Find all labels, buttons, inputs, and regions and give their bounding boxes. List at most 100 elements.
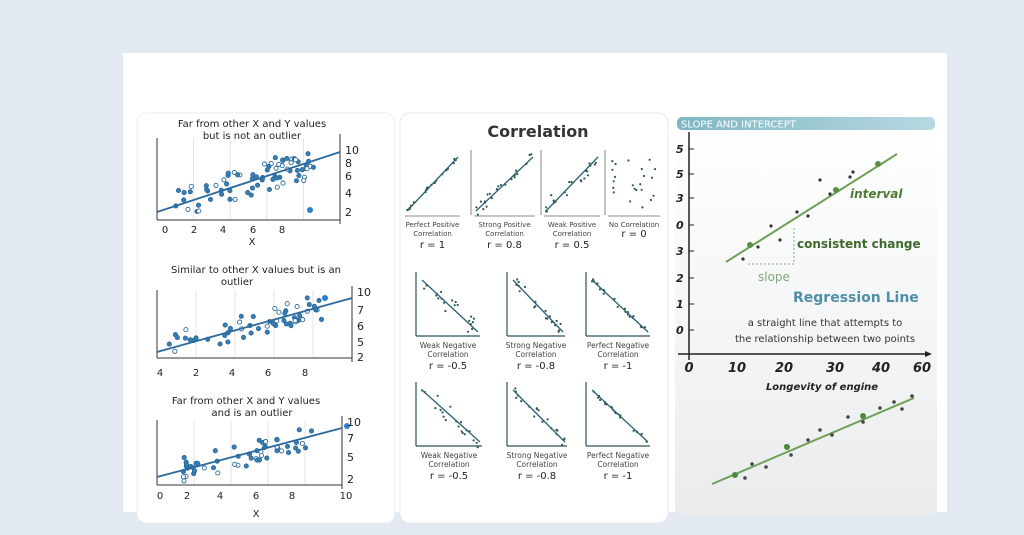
scatter-point — [449, 405, 452, 408]
scatter-point — [488, 192, 491, 195]
data-point — [769, 224, 773, 228]
regression-description: a straight line that attempts to — [748, 318, 903, 329]
scatter-point — [295, 448, 301, 454]
chart-label: Correlation — [597, 350, 639, 359]
chart-label: Strong Negative — [506, 341, 567, 350]
y-tick-label: 7 — [347, 432, 354, 445]
highlighted-point — [307, 207, 313, 213]
scatter-point — [219, 191, 225, 197]
scatter-point — [598, 288, 602, 291]
scatter-point — [650, 176, 654, 179]
scatter-point — [248, 330, 254, 336]
scatter-point — [227, 196, 233, 202]
chart-label: Strong Negative — [507, 451, 568, 460]
scatter-point — [556, 429, 559, 432]
scatter-point — [245, 190, 251, 196]
scatter-point — [472, 439, 475, 442]
y-tick-label: 3 — [676, 245, 684, 258]
scatter-point — [515, 396, 518, 399]
y-tick-label: 3 — [676, 192, 684, 205]
scatter-point — [476, 213, 479, 216]
scatter-point — [461, 431, 464, 435]
scatter-point — [231, 444, 237, 450]
highlighted-point — [344, 423, 350, 429]
consistent-change-label: consistent change — [797, 237, 921, 251]
regression-line — [711, 397, 915, 485]
scatter-point — [546, 317, 549, 320]
scatter-point — [185, 206, 191, 212]
scatter-point — [240, 334, 247, 340]
scatter-point — [288, 323, 294, 329]
scatter-point — [195, 202, 202, 208]
scatter-point — [250, 313, 256, 320]
scatter-point — [302, 445, 309, 451]
scatter-point — [490, 196, 493, 200]
scatter-point — [471, 327, 474, 331]
scatter-point — [516, 173, 519, 176]
chart-label: Correlation — [485, 230, 524, 238]
scatter-point — [181, 197, 187, 203]
data-point — [789, 453, 793, 457]
r-value: r = 0.8 — [487, 240, 522, 251]
scatter-point — [248, 455, 254, 461]
x-tick-label: 0 — [684, 361, 693, 376]
x-tick-label: 0 — [157, 491, 163, 502]
scatter-point — [439, 408, 442, 412]
scatter-point — [459, 421, 463, 424]
scatter-point — [486, 193, 489, 196]
chart-label: Correlation — [427, 350, 469, 359]
x-tick-label: 4 — [217, 491, 223, 502]
scatter-point — [528, 153, 531, 156]
scatter-point — [629, 200, 632, 203]
data-point — [818, 178, 822, 182]
x-tick-label: 60 — [913, 361, 931, 376]
y-tick-label: 2 — [345, 206, 352, 219]
data-point — [830, 433, 834, 437]
scatter-point — [225, 339, 231, 345]
scatter-point — [243, 463, 249, 469]
scatter-point — [588, 162, 591, 165]
scatter-point — [213, 182, 219, 188]
chart-label: Correlation — [515, 350, 557, 359]
scatter-point — [299, 440, 305, 447]
y-tick-label: 5 — [357, 336, 364, 349]
data-point — [732, 472, 738, 478]
scatter-point — [272, 155, 278, 161]
scatter-point — [183, 462, 190, 468]
scatter-point — [614, 162, 617, 166]
scatter-point — [284, 155, 290, 161]
correlation-title: Correlation — [487, 122, 588, 141]
y-tick-label: 0 — [676, 324, 684, 337]
data-point — [806, 214, 810, 218]
x-tick-label: 8 — [302, 368, 308, 379]
plot-title: Far from other X and Y values — [178, 119, 326, 130]
scatter-point — [444, 309, 447, 313]
scatter-point — [570, 180, 573, 184]
scatter-point — [635, 188, 638, 192]
data-point — [860, 413, 866, 419]
scatter-point — [296, 173, 302, 179]
regression-line — [156, 297, 353, 353]
scatter-point — [175, 187, 182, 194]
scatter-point — [235, 172, 241, 178]
scatter-point — [640, 432, 643, 435]
scatter-point — [288, 160, 294, 166]
scatter-point — [212, 448, 218, 454]
x-tick-label: 0 — [162, 225, 168, 236]
scatter-point — [612, 186, 615, 189]
scatter-point — [316, 297, 322, 304]
x-tick-label: 10 — [728, 361, 746, 376]
y-tick-label: 4 — [345, 187, 352, 200]
scatter-point — [649, 198, 653, 202]
scatter-point — [256, 437, 262, 443]
scatter-point — [238, 313, 244, 319]
y-tick-label: 10 — [357, 286, 371, 299]
scatter-point — [280, 157, 286, 163]
plot-title: Similar to other X values but is an — [171, 265, 341, 276]
x-axis-label: Longevity of engine — [766, 382, 878, 393]
scatter-point — [514, 387, 517, 390]
y-tick-label: 2 — [676, 272, 684, 285]
scatter-point — [183, 327, 189, 333]
scatter-point — [204, 186, 210, 193]
